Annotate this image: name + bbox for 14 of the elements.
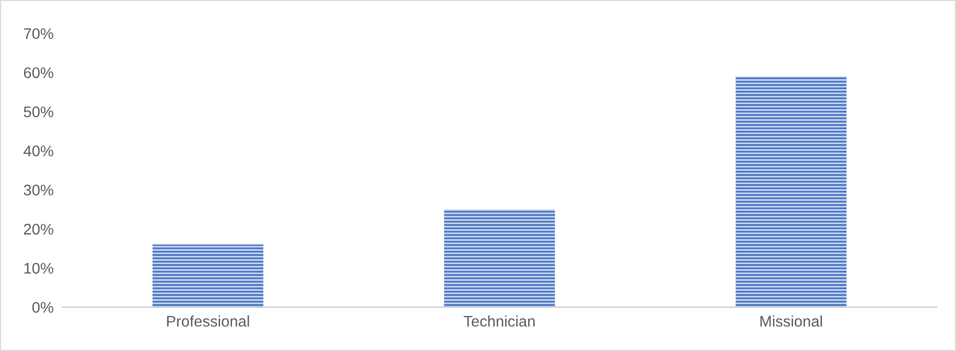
y-tick-label: 60%	[24, 67, 54, 78]
bar	[152, 244, 264, 308]
y-tick-label: 20%	[24, 224, 54, 235]
bar	[736, 76, 846, 308]
bar	[444, 209, 555, 308]
x-tick-label: Missional	[760, 315, 822, 327]
y-tick-label: 50%	[24, 106, 54, 118]
x-tick-label: Professional	[167, 315, 249, 327]
y-tick-label: 40%	[24, 146, 54, 156]
y-tick-label: 0%	[32, 302, 54, 313]
y-tick-label: 70%	[24, 28, 54, 40]
x-tick-label: Technician	[464, 315, 535, 327]
y-tick-label: 10%	[24, 262, 54, 274]
y-tick-label: 30%	[24, 184, 54, 196]
